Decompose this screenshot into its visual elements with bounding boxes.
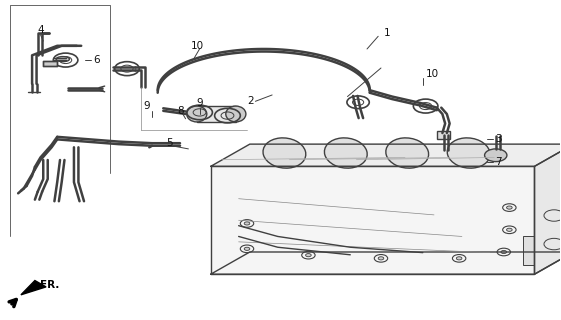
Text: 5: 5 [166,138,173,148]
Text: 9: 9 [197,98,204,108]
Bar [523,236,535,265]
Bar [437,132,450,140]
Circle shape [501,251,507,253]
Circle shape [378,257,384,260]
Bar [197,106,236,122]
Ellipse shape [386,138,429,168]
Ellipse shape [263,138,306,168]
Text: 3: 3 [495,134,502,144]
Ellipse shape [226,106,246,122]
Polygon shape [21,281,46,295]
Circle shape [244,247,250,251]
Ellipse shape [56,57,70,62]
Circle shape [507,228,512,231]
Text: 7: 7 [495,156,502,167]
Circle shape [456,257,462,260]
Text: 10: 10 [191,41,204,51]
Text: 8: 8 [177,106,184,116]
Circle shape [244,222,250,225]
Circle shape [485,149,507,162]
Text: 10: 10 [426,69,439,79]
Ellipse shape [324,138,367,168]
Polygon shape [211,144,561,166]
Circle shape [507,206,512,209]
Polygon shape [211,252,561,274]
Circle shape [306,253,311,257]
Text: 2: 2 [247,96,254,106]
Polygon shape [211,166,535,274]
Text: 1: 1 [384,28,390,38]
Text: 9: 9 [144,101,150,111]
Bar [43,61,57,67]
Ellipse shape [447,138,490,168]
Text: 4: 4 [38,25,44,35]
Polygon shape [535,144,561,274]
Text: FR.: FR. [40,280,60,290]
Ellipse shape [187,106,207,122]
Text: 6: 6 [94,55,100,65]
